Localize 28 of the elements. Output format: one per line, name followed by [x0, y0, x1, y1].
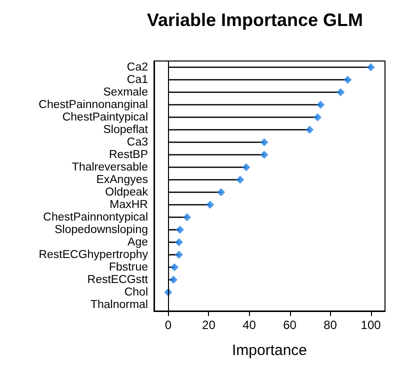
y-tick-label: MaxHR: [110, 198, 148, 211]
x-tick-label: 80: [324, 318, 338, 332]
y-tick-label: RestECGstt: [87, 274, 149, 286]
y-tick-label: Age: [128, 236, 148, 248]
y-tick-label: ChestPaintypical: [62, 111, 148, 124]
y-tick-label: Thalreversable: [72, 161, 148, 174]
y-tick-label: Slopedownsloping: [54, 224, 148, 236]
y-tick-label: ChestPainnontypical: [43, 211, 148, 224]
y-tick-label: Ca1: [126, 74, 148, 86]
x-tick-label: 40: [242, 318, 256, 332]
y-tick-label: Oldpeak: [105, 186, 148, 198]
x-tick-label: 60: [283, 318, 297, 332]
x-axis-title: Importance: [232, 342, 308, 359]
y-tick-label: Ca2: [126, 61, 148, 74]
x-tick-label: 0: [164, 318, 172, 332]
y-tick-label: Sexmale: [103, 86, 148, 98]
y-tick-label: Fbstrue: [109, 261, 148, 274]
y-tick-label: RestECGhypertrophy: [38, 248, 148, 261]
y-tick-label: Ca3: [126, 136, 148, 148]
y-tick-label: ExAngyes: [96, 174, 148, 186]
y-tick-label: Chol: [124, 286, 148, 298]
y-tick-label: Slopeflat: [103, 124, 149, 136]
y-tick-label: ChestPainnonanginal: [38, 98, 148, 111]
x-tick-label: 100: [360, 318, 382, 332]
chart-title: Variable Importance GLM: [146, 10, 364, 30]
y-tick-label: Thalnormal: [90, 298, 148, 311]
y-tick-label: RestBP: [109, 148, 148, 161]
x-tick-label: 20: [202, 318, 216, 332]
